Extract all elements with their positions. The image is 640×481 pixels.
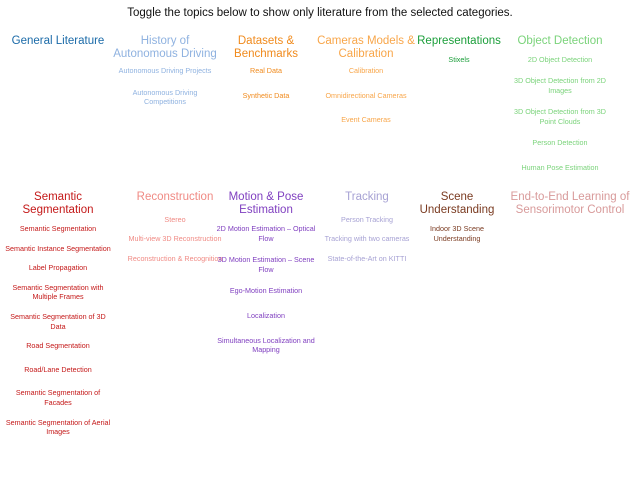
topic-stixels[interactable]: Stixels (448, 54, 470, 64)
category-datasets: Datasets & Benchmarks Real Data Syntheti… (213, 35, 319, 100)
topic-tracking-two-cameras[interactable]: Tracking with two cameras (324, 234, 410, 244)
topic-label-propagation[interactable]: Label Propagation (28, 263, 88, 273)
topic-person-tracking[interactable]: Person Tracking (341, 214, 393, 224)
topic-3d-object-detection-2d-images[interactable]: 3D Object Detection from 2D Images (514, 76, 606, 95)
category-title-representations[interactable]: Representations (417, 35, 501, 47)
category-history: History of Autonomous Driving Autonomous… (112, 35, 218, 107)
topic-2d-object-detection[interactable]: 2D Object Detection (527, 54, 593, 64)
topic-3d-object-detection-point-clouds[interactable]: 3D Object Detection from 3D Point Clouds (514, 107, 606, 126)
category-semantic-segmentation: Semantic Segmentation Semantic Segmentat… (5, 191, 111, 437)
topic-person-detection[interactable]: Person Detection (532, 138, 588, 148)
topic-optical-flow[interactable]: 2D Motion Estimation – Optical Flow (216, 224, 316, 243)
topic-event-cameras[interactable]: Event Cameras (341, 115, 391, 125)
category-title-general-literature[interactable]: General Literature (11, 35, 105, 47)
topic-human-pose-estimation[interactable]: Human Pose Estimation (521, 163, 599, 173)
topic-state-of-the-art-kitti[interactable]: State-of-the-Art on KITTI (327, 253, 407, 263)
topic-stereo[interactable]: Stereo (164, 214, 186, 224)
category-title-motion-pose[interactable]: Motion & Pose Estimation (228, 191, 304, 216)
topic-segmentation-multiple-frames[interactable]: Semantic Segmentation with Multiple Fram… (12, 282, 104, 302)
topic-ego-motion-estimation[interactable]: Ego-Motion Estimation (229, 286, 303, 296)
topic-multi-view-3d-reconstruction[interactable]: Multi-view 3D Reconstruction (128, 234, 222, 244)
topic-semantic-instance-segmentation[interactable]: Semantic Instance Segmentation (5, 243, 111, 253)
topic-segmentation-facades[interactable]: Semantic Segmentation of Facades (15, 388, 101, 407)
category-general-literature: General Literature (5, 35, 111, 48)
category-tracking: Tracking Person Tracking Tracking with t… (314, 191, 420, 263)
category-title-cameras[interactable]: Cameras Models & Calibration (317, 35, 415, 60)
category-scene-understanding: Scene Understanding Indoor 3D Scene Unde… (409, 191, 505, 243)
topic-segmentation-aerial-images[interactable]: Semantic Segmentation of Aerial Images (5, 417, 111, 437)
category-title-reconstruction[interactable]: Reconstruction (136, 191, 214, 203)
topic-indoor-3d-scene-understanding[interactable]: Indoor 3D Scene Understanding (430, 224, 484, 243)
topic-scene-flow[interactable]: 3D Motion Estimation – Scene Flow (217, 255, 315, 274)
topic-slam[interactable]: Simultaneous Localization and Mapping (217, 335, 315, 355)
category-title-scene-understanding[interactable]: Scene Understanding (419, 191, 495, 216)
category-title-object-detection[interactable]: Object Detection (517, 35, 603, 47)
topic-synthetic-data[interactable]: Synthetic Data (242, 90, 290, 100)
topic-road-lane-detection[interactable]: Road/Lane Detection (24, 364, 92, 374)
category-title-datasets[interactable]: Datasets & Benchmarks (234, 35, 298, 60)
topic-autonomous-driving-projects[interactable]: Autonomous Driving Projects (118, 66, 212, 75)
topic-calibration[interactable]: Calibration (348, 66, 384, 75)
category-reconstruction: Reconstruction Stereo Multi-view 3D Reco… (122, 191, 228, 263)
topic-semantic-segmentation[interactable]: Semantic Segmentation (19, 224, 97, 233)
category-title-semantic-segmentation[interactable]: Semantic Segmentation (22, 191, 94, 216)
category-title-end-to-end[interactable]: End-to-End Learning of Sensorimotor Cont… (510, 191, 630, 216)
topic-segmentation-3d-data[interactable]: Semantic Segmentation of 3D Data (10, 311, 106, 331)
category-title-history[interactable]: History of Autonomous Driving (113, 35, 217, 60)
instruction-text: Toggle the topics below to show only lit… (127, 7, 513, 19)
topic-real-data[interactable]: Real Data (250, 66, 282, 75)
category-title-tracking[interactable]: Tracking (345, 191, 389, 203)
category-motion-pose: Motion & Pose Estimation 2D Motion Estim… (214, 191, 318, 355)
category-representations: Representations Stixels (406, 35, 512, 64)
topic-reconstruction-recognition[interactable]: Reconstruction & Recognition (127, 253, 223, 263)
topic-omnidirectional-cameras[interactable]: Omnidirectional Cameras (325, 90, 407, 100)
category-cameras: Cameras Models & Calibration Calibration… (313, 35, 419, 125)
category-end-to-end: End-to-End Learning of Sensorimotor Cont… (503, 191, 637, 216)
topic-road-segmentation[interactable]: Road Segmentation (26, 341, 90, 351)
category-object-detection: Object Detection 2D Object Detection 3D … (507, 35, 613, 173)
topic-localization[interactable]: Localization (247, 310, 285, 320)
topic-autonomous-driving-competitions[interactable]: Autonomous Driving Competitions (132, 87, 198, 107)
